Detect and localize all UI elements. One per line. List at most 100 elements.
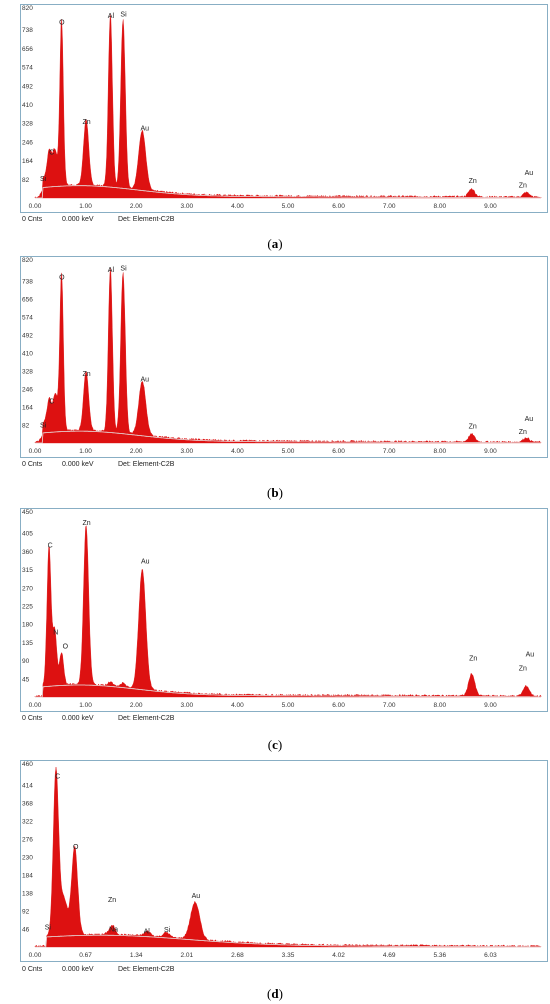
- spectrum-plot-b: 820 82 164 246 328 410 492 574 656 738 0.00 1.00 2.0…: [20, 256, 548, 458]
- x-tick-label: 9.00: [484, 702, 497, 709]
- x-tick-label: 0.00: [29, 952, 42, 959]
- x-tick-label: 3.00: [180, 702, 193, 709]
- x-tick-label: 0.00: [29, 702, 42, 709]
- y-tick-label: 492: [22, 333, 33, 340]
- peak-label: Si: [120, 266, 127, 273]
- y-tick-label: 368: [22, 801, 33, 808]
- y-max-label: 820: [22, 257, 33, 264]
- peak-label: Na: [109, 926, 118, 933]
- peak-label: Zn: [83, 520, 91, 527]
- x-tick-label: 4.00: [231, 448, 244, 455]
- y-tick-label: 230: [22, 855, 33, 862]
- y-tick-label: 225: [22, 604, 33, 611]
- y-max-label: 460: [22, 761, 33, 768]
- x-tick-label: 7.00: [383, 448, 396, 455]
- x-tick-label: 3.35: [282, 952, 295, 959]
- x-tick-label: 4.00: [231, 203, 244, 210]
- x-tick-label: 9.00: [484, 203, 497, 210]
- peak-label: Si: [120, 12, 127, 19]
- spectrum-area: [34, 14, 542, 199]
- x-tick-label: 0.00: [29, 203, 42, 210]
- y-tick-label: 492: [22, 83, 33, 90]
- y-tick-label: 82: [22, 177, 30, 184]
- footer-energy: 0.000 keV: [62, 966, 94, 973]
- panel-caption-letter: a: [271, 236, 279, 251]
- peak-label: C: [49, 398, 54, 405]
- y-tick-label: 656: [22, 297, 33, 304]
- y-tick-label: 92: [22, 909, 30, 916]
- peak-label: Zn: [519, 183, 527, 190]
- y-tick-label: 276: [22, 837, 33, 844]
- peak-label: O: [59, 274, 65, 281]
- x-tick-label: 2.01: [180, 952, 193, 959]
- peak-label: Si: [40, 423, 47, 430]
- x-tick-label: 6.00: [332, 702, 345, 709]
- spectrum-plot-d: 460 46 92 138 184 230 276 322 368 414 0.00 0.67 1.34…: [20, 760, 548, 962]
- peak-label: O: [73, 844, 79, 851]
- y-tick-label: 315: [22, 567, 33, 574]
- peak-label: Au: [141, 559, 150, 566]
- background-fit-line: [35, 684, 541, 698]
- panel-caption-letter: c: [272, 737, 278, 752]
- y-tick-label: 738: [22, 279, 33, 286]
- y-tick-label: 164: [22, 158, 33, 165]
- y-tick-label: 574: [22, 65, 33, 72]
- y-tick-label: 328: [22, 121, 33, 128]
- y-tick-label: 184: [22, 873, 33, 880]
- spectrum-area: [34, 525, 542, 698]
- peak-label: Au: [192, 893, 201, 900]
- x-tick-label: 8.00: [433, 448, 446, 455]
- y-tick-label: 574: [22, 315, 33, 322]
- y-tick-label: 656: [22, 46, 33, 53]
- y-max-label: 820: [22, 5, 33, 12]
- background-fit-line: [35, 430, 541, 444]
- spectrum-svg-c: 450 45 90 135 180 225 270 315 360 405 0.00 1.00 2.00…: [22, 509, 542, 709]
- panel-caption-letter: b: [271, 485, 279, 500]
- y-tick-label: 246: [22, 387, 33, 394]
- peak-label: Zn: [469, 178, 477, 185]
- x-tick-label: 4.02: [332, 952, 345, 959]
- spectrum-plot-a: 820 82 164 246 328 410 492 574 656 738 0.00 1.00 2.0…: [20, 4, 548, 213]
- spectrum-svg-d: 460 46 92 138 184 230 276 322 368 414 0.00 0.67 1.34…: [22, 761, 542, 959]
- x-tick-label: 2.00: [130, 203, 143, 210]
- x-tick-label: 5.00: [282, 203, 295, 210]
- background-fit-line: [35, 185, 541, 199]
- y-tick-label: 138: [22, 891, 33, 898]
- peak-label: Au: [526, 652, 535, 659]
- x-tick-label: 8.00: [433, 203, 446, 210]
- peak-label: Al: [108, 267, 115, 274]
- peak-label: Si: [164, 927, 171, 934]
- y-tick-label: 738: [22, 27, 33, 34]
- x-tick-label: 2.00: [130, 702, 143, 709]
- x-tick-label: 3.00: [180, 448, 193, 455]
- spectrum-svg-a: 820 82 164 246 328 410 492 574 656 738 0.00 1.00 2.0…: [22, 5, 542, 210]
- peak-label: Zn: [83, 371, 91, 378]
- panel-caption-letter: d: [271, 986, 279, 1001]
- x-tick-label: 1.00: [79, 448, 92, 455]
- y-tick-label: 180: [22, 622, 33, 629]
- x-tick-label: 1.00: [79, 702, 92, 709]
- footer-counts: 0 Cnts: [22, 216, 43, 223]
- peak-label: Al: [108, 13, 115, 20]
- x-tick-label: 0.67: [79, 952, 92, 959]
- peak-label: Zn: [519, 429, 527, 436]
- panel-caption: (c): [267, 737, 283, 752]
- y-tick-label: 414: [22, 783, 33, 790]
- peak-label: Zn: [469, 656, 477, 663]
- peak-label: Au: [525, 170, 534, 177]
- spectrum-area: [34, 268, 542, 444]
- x-tick-label: 2.00: [130, 448, 143, 455]
- peak-label: Si: [45, 924, 52, 931]
- y-tick-label: 45: [22, 676, 30, 683]
- x-tick-label: 8.00: [433, 702, 446, 709]
- y-tick-label: 246: [22, 139, 33, 146]
- x-tick-label: 5.36: [433, 952, 446, 959]
- footer-energy: 0.000 keV: [62, 715, 94, 722]
- peak-label: C: [48, 542, 53, 549]
- peak-label: Zn: [108, 897, 116, 904]
- y-tick-label: 164: [22, 405, 33, 412]
- background-fit-line: [35, 934, 541, 948]
- x-tick-label: 9.00: [484, 448, 497, 455]
- footer-counts: 0 Cnts: [22, 461, 43, 468]
- y-tick-label: 410: [22, 102, 33, 109]
